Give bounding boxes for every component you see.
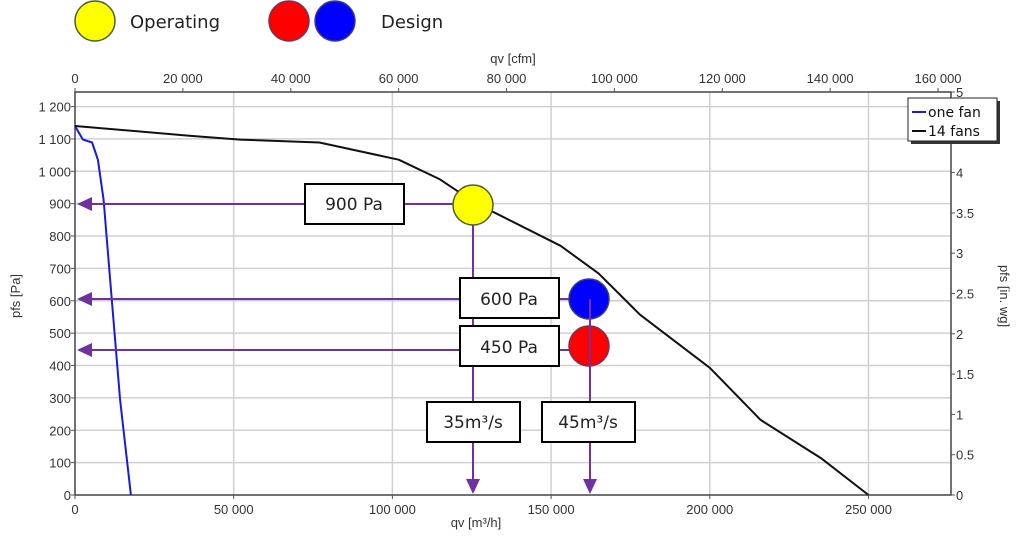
op-flow-label: 35m³/s: [443, 413, 503, 433]
legend-box: [907, 97, 998, 142]
x2-tick-label: 60 000: [379, 71, 419, 86]
y-tick-label: 1 200: [38, 100, 71, 115]
series-lines: [74, 125, 870, 496]
x-tick-label: 200 000: [686, 502, 733, 517]
x-tick-label: 250 000: [845, 502, 892, 517]
op-flow-arrowhead: [466, 479, 480, 494]
y-tick-label: 900: [49, 197, 71, 212]
y2-tick-label: 5: [956, 85, 963, 100]
x2-tick-label: 100 000: [591, 71, 638, 86]
x2-tick-label: 40 000: [271, 71, 311, 86]
y2-tick-label: 4: [956, 166, 963, 181]
x2-axis-label: qv [cfm]: [490, 51, 536, 66]
grid: [75, 92, 951, 495]
y2-tick-label: 3.5: [956, 206, 974, 221]
y-tick-label: 300: [49, 391, 71, 406]
x2-tick-label: 120 000: [699, 71, 746, 86]
operating-point-marker: [452, 184, 494, 226]
x-tick-label: 100 000: [369, 502, 416, 517]
y2-tick-label: 0.5: [956, 448, 974, 463]
x2-tick-label: 0: [71, 71, 78, 86]
y-tick-label: 1 000: [38, 164, 71, 179]
x2-tick-label: 20 000: [163, 71, 203, 86]
design-high-label: 600 Pa: [480, 290, 538, 310]
fourteen-fans-curve: [74, 125, 870, 496]
legend: one fan 14 fans: [907, 97, 1000, 144]
op-pressure-box: [304, 183, 405, 225]
y-tick-label: 1 100: [38, 132, 71, 147]
design-high-arrowhead: [77, 292, 92, 306]
design-low-label: 450 Pa: [480, 338, 538, 358]
y2-tick-label: 2: [956, 327, 963, 342]
design-flow-arrowhead: [583, 479, 597, 494]
y2-tick-label: 3: [956, 246, 963, 261]
y-tick-label: 800: [49, 229, 71, 244]
y2-axis-label: pfs [in. wg]: [997, 265, 1012, 327]
design-key-label: Design: [381, 12, 443, 33]
design-low-box: [459, 325, 560, 367]
design-flow-label: 45m³/s: [558, 413, 618, 433]
y-tick-label: 400: [49, 359, 71, 374]
op-pressure-label: 900 Pa: [325, 195, 383, 215]
operating-key-marker: [74, 0, 116, 42]
one-fan-curve: [74, 125, 132, 496]
y-tick-label: 200: [49, 423, 71, 438]
operating-key-label: Operating: [130, 12, 220, 33]
x-tick-label: 50 000: [214, 502, 254, 517]
y-axis-label: pfs [Pa]: [8, 274, 23, 318]
x2-tick-label: 140 000: [807, 71, 854, 86]
op-flow-box: [426, 401, 521, 443]
design-flow-box: [541, 401, 636, 443]
y-tick-label: 0: [64, 488, 71, 503]
legend-14-fans-label: 14 fans: [928, 124, 980, 140]
design-high-box: [459, 277, 560, 319]
op-pressure-arrowhead: [77, 197, 92, 211]
axis-ticks: 0 50 000 100 000 150 000 200 000 250 00001002…: [38, 71, 974, 517]
y2-tick-label: 0: [956, 488, 963, 503]
y-tick-label: 500: [49, 326, 71, 341]
key: Operating Design: [74, 0, 443, 42]
legend-one-fan-label: one fan: [928, 105, 981, 121]
y2-tick-label: 2.5: [956, 287, 974, 302]
x-axis-label: qv [m³/h]: [451, 515, 502, 530]
design-low-arrowhead: [77, 343, 92, 357]
y-tick-label: 700: [49, 261, 71, 276]
x-tick-label: 0: [71, 502, 78, 517]
y2-tick-label: 1: [956, 407, 963, 422]
y-tick-label: 100: [49, 456, 71, 471]
y-tick-label: 600: [49, 294, 71, 309]
annotations: 900 Pa 600 Pa 450 Pa 35m³/s 45m³/s: [77, 183, 636, 494]
y2-tick-label: 1.5: [956, 367, 974, 382]
x2-tick-label: 160 000: [915, 71, 962, 86]
design-low-key-marker: [268, 0, 310, 42]
x2-tick-label: 80 000: [487, 71, 527, 86]
x-tick-label: 150 000: [528, 502, 575, 517]
design-high-key-marker: [314, 0, 356, 42]
